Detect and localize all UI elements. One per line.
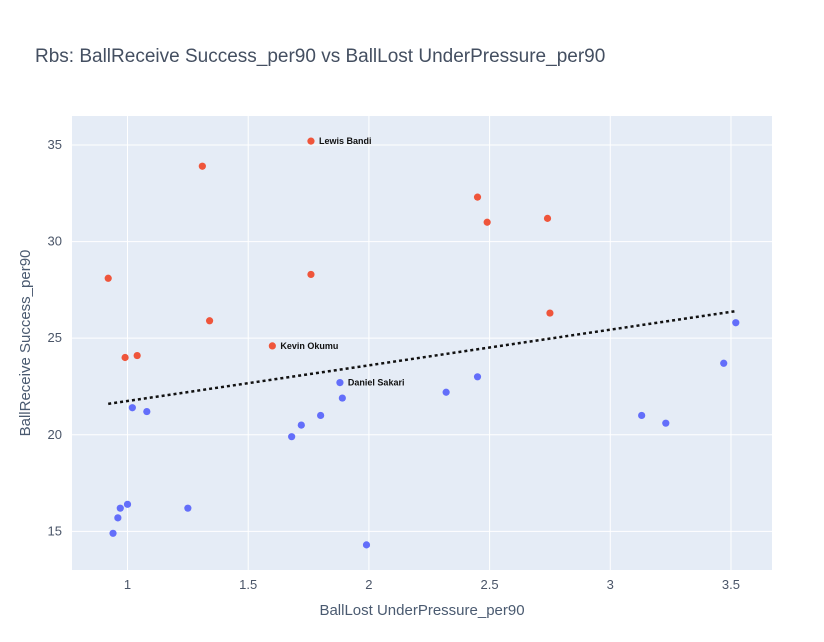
y-tick-label: 35 <box>48 137 62 152</box>
plot-area <box>72 116 772 570</box>
data-point <box>732 319 740 327</box>
data-point <box>114 514 122 522</box>
data-point <box>543 214 552 222</box>
data-point <box>720 359 728 367</box>
data-point <box>268 342 276 350</box>
data-point <box>442 388 450 396</box>
point-label: Lewis Bandi <box>319 136 372 146</box>
trendline <box>108 309 736 406</box>
x-tick-label: 1.5 <box>239 577 257 592</box>
y-axis-label: BallReceive Success_per90 <box>17 250 34 437</box>
data-point <box>205 317 214 325</box>
data-point <box>184 504 192 512</box>
grid-lines <box>72 116 772 570</box>
data-point <box>662 419 670 427</box>
data-point <box>297 421 305 429</box>
data-point <box>638 411 646 420</box>
x-tick-label: 2.5 <box>481 577 499 592</box>
data-point <box>362 541 371 549</box>
y-axis-ticks: 15 20 25 30 35 <box>48 137 62 538</box>
data-point <box>143 407 151 416</box>
data-point <box>116 504 124 512</box>
y-tick-label: 15 <box>48 523 62 538</box>
data-point <box>473 373 482 381</box>
data-point <box>307 270 315 279</box>
x-tick-label: 1 <box>124 577 131 592</box>
y-tick-label: 20 <box>48 427 62 442</box>
x-tick-label: 3.5 <box>722 577 740 592</box>
data-point <box>288 433 296 441</box>
data-point <box>336 379 344 387</box>
data-point <box>317 411 325 420</box>
x-axis-ticks: 1 1.5 2 2.5 3 3.5 <box>124 577 740 592</box>
data-point <box>104 274 112 282</box>
data-point <box>128 404 136 412</box>
point-label: Daniel Sakari <box>348 378 405 388</box>
data-point <box>109 529 117 537</box>
data-point <box>133 351 141 360</box>
chart-title: Rbs: BallReceive Success_per90 vs BallLo… <box>35 46 605 67</box>
y-tick-label: 25 <box>48 330 62 345</box>
data-point <box>198 162 206 170</box>
data-point <box>307 137 315 145</box>
y-tick-label: 30 <box>48 234 62 249</box>
x-tick-label: 2 <box>365 577 372 592</box>
data-point <box>338 394 346 402</box>
x-tick-label: 3 <box>607 577 614 592</box>
data-point <box>546 309 554 317</box>
point-annotations: Lewis Bandi Kevin Okumu Daniel Sakari <box>280 136 404 387</box>
data-point <box>123 500 132 508</box>
data-points <box>104 137 740 549</box>
data-point <box>121 353 129 362</box>
data-point <box>483 218 491 226</box>
x-axis-label: BallLost UnderPressure_per90 <box>319 602 524 619</box>
trendline-group <box>108 309 736 406</box>
data-point <box>473 193 482 201</box>
point-label: Kevin Okumu <box>280 341 338 351</box>
